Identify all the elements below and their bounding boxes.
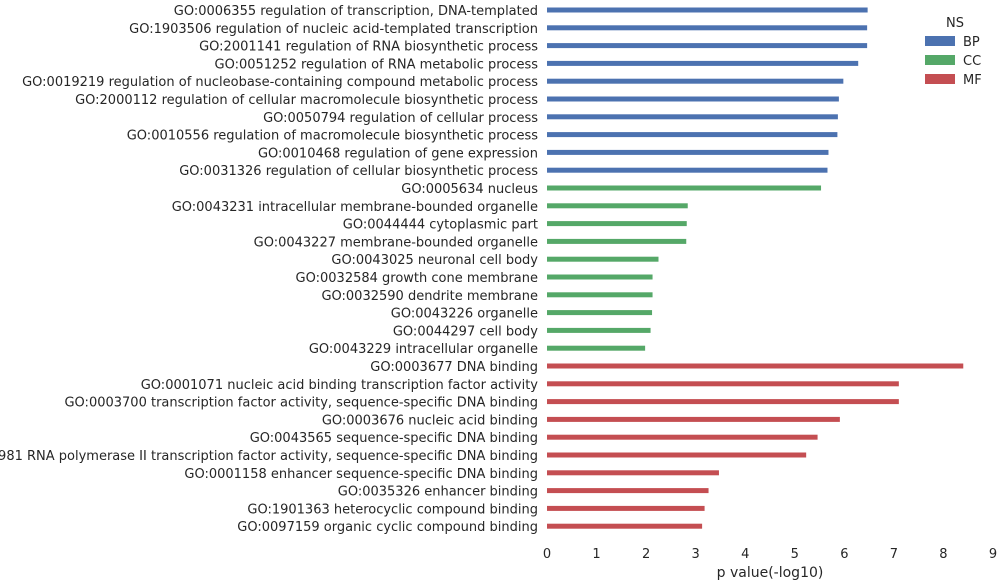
x-axis-ticks-group: 0 1 2 3 4 5 6 7 8 9: [543, 547, 997, 562]
bar-cc-12: [547, 203, 688, 209]
category-labels-group: GO:0006355 regulation of transcription, …: [0, 4, 538, 535]
bar-mf-24: [547, 416, 840, 422]
category-label: GO:0019219 regulation of nucleobase-cont…: [22, 75, 538, 90]
bar-cc-19: [547, 327, 651, 333]
x-tick-label: 6: [840, 547, 848, 562]
legend-label-bp: BP: [963, 35, 980, 50]
category-label: GO:0051252 regulation of RNA metabolic p…: [215, 57, 539, 72]
x-tick-label: 7: [890, 547, 898, 562]
bar-cc-15: [547, 256, 659, 262]
bar-bp-4: [547, 60, 859, 66]
x-axis-label: p value(-log10): [717, 565, 824, 581]
category-label: GO:1903506 regulation of nucleic acid-te…: [129, 22, 538, 37]
bar-bp-3: [547, 43, 868, 49]
category-label: GO:0043229 intracellular organelle: [309, 342, 538, 357]
bar-bp-2: [547, 25, 868, 31]
bar-mf-27: [547, 470, 719, 476]
bar-mf-30: [547, 523, 703, 529]
bar-bp-1: [547, 7, 868, 13]
category-label: GO:2000112 regulation of cellular macrom…: [75, 93, 538, 108]
bar-cc-18: [547, 310, 653, 316]
x-tick-label: 5: [791, 547, 799, 562]
x-tick-label: 0: [543, 547, 551, 562]
category-label: GO:0010468 regulation of gene expression: [258, 146, 538, 161]
category-label: GO:0032584 growth cone membrane: [296, 271, 538, 286]
category-label: GO:0000981 RNA polymerase II transcripti…: [0, 449, 538, 464]
bar-mf-22: [547, 381, 899, 387]
bar-cc-14: [547, 238, 687, 244]
bar-mf-26: [547, 452, 807, 458]
x-tick-label: 1: [592, 547, 600, 562]
category-label: GO:0035326 enhancer binding: [338, 485, 538, 500]
category-label: GO:0043231 intracellular membrane-bounde…: [172, 200, 538, 215]
legend-title: NS: [946, 16, 964, 31]
legend-swatch-mf: [925, 74, 955, 84]
category-label: GO:0043565 sequence-specific DNA binding: [250, 431, 538, 446]
legend-swatch-bp: [925, 36, 955, 46]
category-label: GO:0010556 regulation of macromolecule b…: [127, 129, 538, 144]
bar-mf-25: [547, 434, 818, 440]
category-label: GO:2001141 regulation of RNA biosyntheti…: [199, 40, 538, 55]
category-label: GO:0003676 nucleic acid binding: [322, 413, 538, 428]
bar-mf-28: [547, 488, 709, 494]
bar-bp-6: [547, 96, 839, 102]
bar-cc-13: [547, 221, 687, 227]
x-tick-label: 8: [939, 547, 947, 562]
category-label: GO:0043226 organelle: [391, 307, 538, 322]
category-label: GO:0043025 neuronal cell body: [331, 253, 538, 268]
category-label: GO:0003677 DNA binding: [370, 360, 538, 375]
legend-swatch-cc: [925, 55, 955, 65]
bar-mf-21: [547, 363, 964, 369]
bar-cc-16: [547, 274, 653, 280]
category-label: GO:1901363 heterocyclic compound binding: [247, 502, 538, 517]
category-label: GO:0001071 nucleic acid binding transcri…: [141, 378, 539, 393]
legend-label-mf: MF: [963, 73, 982, 88]
bar-cc-11: [547, 185, 822, 191]
bar-bp-5: [547, 78, 844, 84]
bar-bp-10: [547, 167, 828, 173]
category-label: GO:0050794 regulation of cellular proces…: [263, 111, 538, 126]
bar-bp-7: [547, 114, 838, 120]
bars-group: [547, 7, 964, 529]
category-label: GO:0001158 enhancer sequence-specific DN…: [184, 467, 538, 482]
legend-label-cc: CC: [963, 54, 981, 69]
category-label: GO:0003700 transcription factor activity…: [64, 396, 538, 411]
category-label: GO:0097159 organic cyclic compound bindi…: [237, 520, 538, 535]
bar-cc-17: [547, 292, 653, 298]
bar-mf-29: [547, 505, 705, 511]
x-tick-label: 3: [692, 547, 700, 562]
x-tick-label: 4: [741, 547, 749, 562]
category-label: GO:0032590 dendrite membrane: [321, 289, 538, 304]
category-label: GO:0005634 nucleus: [401, 182, 538, 197]
legend: NS BP CC MF: [925, 16, 982, 88]
bar-cc-20: [547, 345, 646, 351]
x-tick-label: 2: [642, 547, 650, 562]
category-label: GO:0031326 regulation of cellular biosyn…: [179, 164, 538, 179]
bar-bp-9: [547, 149, 829, 155]
x-tick-label: 9: [989, 547, 997, 562]
category-label: GO:0044297 cell body: [393, 324, 538, 339]
bar-bp-8: [547, 132, 838, 138]
category-label: GO:0043227 membrane-bounded organelle: [254, 235, 538, 250]
category-label: GO:0044444 cytoplasmic part: [343, 218, 538, 233]
bar-mf-23: [547, 399, 899, 405]
category-label: GO:0006355 regulation of transcription, …: [174, 4, 538, 19]
